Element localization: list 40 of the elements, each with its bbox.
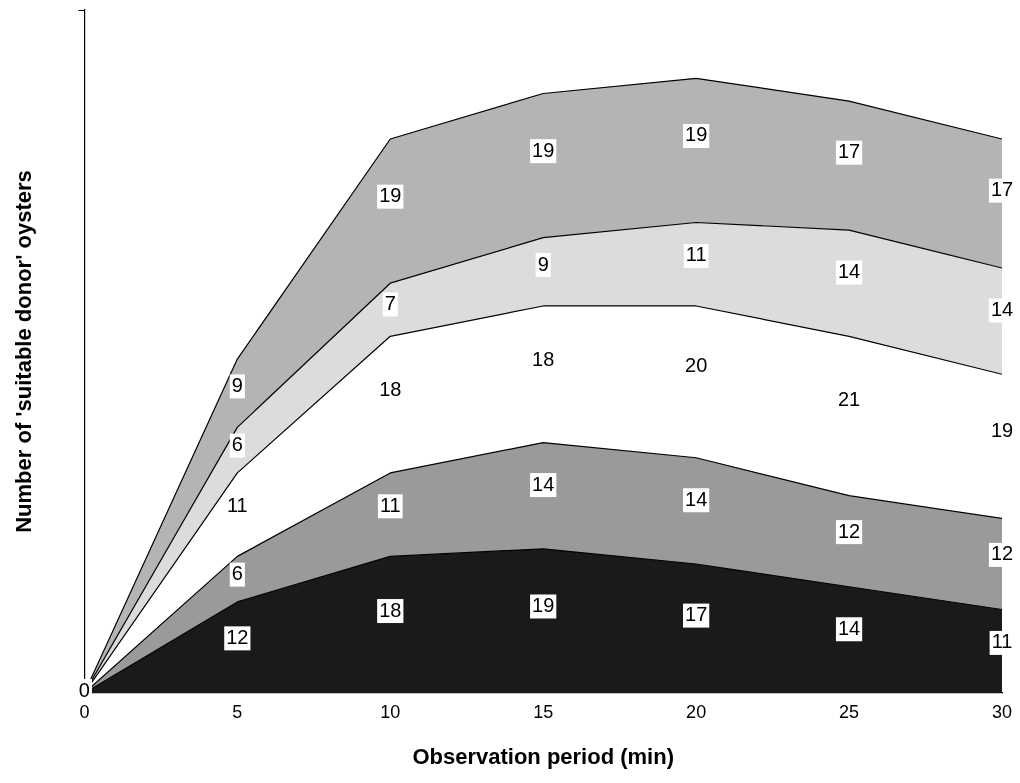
data-label: 12 — [226, 625, 249, 648]
x-tick-label: 20 — [686, 701, 707, 722]
x-tick-label: 10 — [380, 701, 401, 722]
data-label: 6 — [231, 562, 243, 585]
data-label: 21 — [837, 387, 861, 410]
data-label: 9 — [231, 373, 243, 396]
data-label: 9 — [537, 252, 549, 275]
data-label: 14 — [837, 260, 861, 283]
data-label: 18 — [379, 598, 402, 621]
data-label: 19 — [685, 123, 708, 146]
data-label: 7 — [384, 291, 396, 314]
x-tick-label: 5 — [232, 701, 243, 722]
data-label: 0 — [78, 678, 90, 701]
data-label: 17 — [837, 140, 861, 163]
data-label: 19 — [379, 184, 402, 207]
data-label: 20 — [685, 354, 708, 377]
data-label: 11 — [991, 630, 1013, 653]
data-label: 14 — [532, 472, 555, 495]
data-label: 18 — [379, 378, 402, 401]
data-label: 14 — [990, 298, 1014, 321]
y-axis-title: Number of 'suitable donor' oysters — [11, 170, 37, 533]
x-tick-label: 25 — [839, 701, 860, 722]
data-label: 14 — [837, 616, 861, 639]
x-tick-label: 0 — [79, 701, 90, 722]
data-label: 12 — [837, 519, 861, 542]
data-label: 6 — [231, 433, 243, 456]
data-label: 17 — [685, 603, 708, 626]
data-label: 11 — [685, 243, 707, 266]
data-label: 11 — [379, 493, 401, 516]
data-label: 19 — [990, 419, 1014, 442]
data-label: 19 — [532, 594, 555, 616]
data-label: 14 — [685, 487, 708, 510]
data-label: 19 — [532, 138, 555, 161]
data-label: 17 — [990, 178, 1014, 201]
data-label: 11 — [226, 493, 248, 516]
data-label: 12 — [990, 542, 1014, 565]
x-tick-label: 30 — [991, 701, 1013, 722]
x-tick-label: 15 — [533, 701, 554, 722]
x-axis-title: Observation period (min) — [412, 743, 674, 769]
data-label: 18 — [532, 348, 555, 371]
